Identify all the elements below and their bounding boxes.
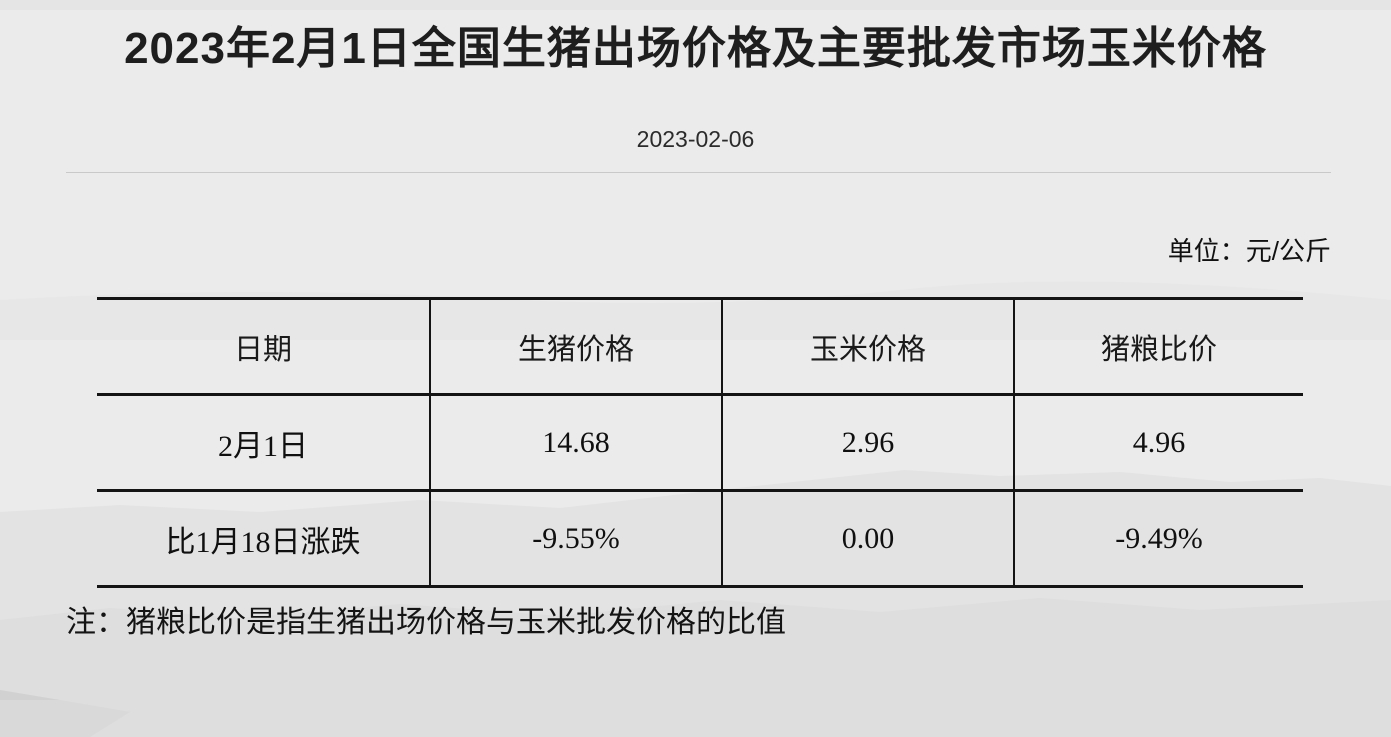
content-divider [66, 172, 1331, 173]
cell-pig-grain-ratio: 4.96 [1013, 394, 1303, 491]
unit-label: 单位：元/公斤 [1167, 236, 1331, 266]
cell-pig-price: 14.68 [429, 394, 722, 491]
cell-change-label: 比1月18日涨跌 [165, 525, 361, 559]
table-row-change: 比1月18日涨跌 -9.55% 0.00 -9.49% [97, 490, 1303, 587]
cell-corn-price: 2.96 [721, 394, 1014, 491]
col-header-pig-price: 生猪价格 [429, 298, 722, 395]
cell-date: 2月1日 [218, 429, 308, 463]
col-header-corn-price: 玉米价格 [721, 298, 1014, 395]
col-header-date: 日期 [233, 333, 292, 366]
cell-pig-price-change: -9.55% [429, 490, 722, 587]
price-table: 日期 生猪价格 玉米价格 猪粮比价 2月1日 14.68 2.96 4.96 比… [97, 297, 1303, 588]
table-row-current: 2月1日 14.68 2.96 4.96 [97, 394, 1303, 491]
cell-corn-price-change: 0.00 [721, 490, 1014, 587]
publish-date: 2023-02-06 [636, 126, 755, 152]
col-header-pig-grain-ratio: 猪粮比价 [1013, 298, 1303, 395]
table-header-row: 日期 生猪价格 玉米价格 猪粮比价 [97, 298, 1303, 395]
cell-pig-grain-ratio-change: -9.49% [1013, 490, 1303, 587]
footnote: 注：猪粮比价是指生猪出场价格与玉米批发价格的比值 [66, 606, 786, 639]
article-page: 2023年2月1日全国生猪出场价格及主要批发市场玉米价格 2023-02-06 … [66, 24, 1331, 639]
page-title: 2023年2月1日全国生猪出场价格及主要批发市场玉米价格 [124, 24, 1267, 73]
